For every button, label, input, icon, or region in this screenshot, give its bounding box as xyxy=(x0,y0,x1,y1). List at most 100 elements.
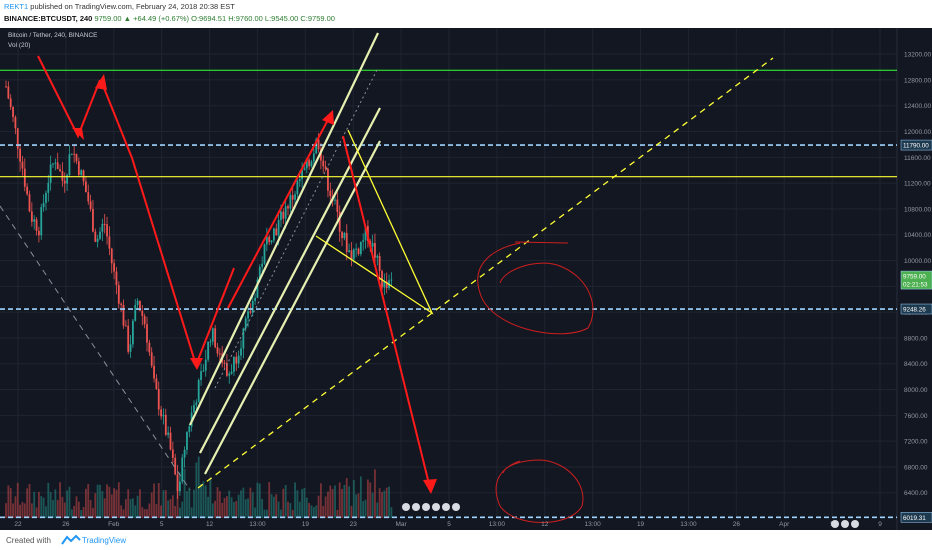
volume-bar xyxy=(167,500,170,518)
symbol-label: BINANCE:BTCUSDT, 240 xyxy=(4,14,93,23)
volume-bar xyxy=(75,496,78,518)
candle-body xyxy=(364,226,367,241)
candle-body xyxy=(200,371,202,381)
y-tick-label: 13200.00 xyxy=(904,52,931,59)
volume-bar xyxy=(150,492,153,518)
candle-body xyxy=(80,170,83,175)
volume-bar xyxy=(59,482,61,518)
event-icon[interactable] xyxy=(432,503,440,511)
tradingview-link[interactable]: TradingView xyxy=(82,536,127,545)
event-icon[interactable] xyxy=(841,520,849,528)
candle-body xyxy=(287,206,289,209)
candle-body xyxy=(301,170,303,180)
volume-bar xyxy=(214,500,217,518)
event-icon[interactable] xyxy=(442,503,450,511)
candle-body xyxy=(247,311,249,319)
event-icon[interactable] xyxy=(422,503,430,511)
candle-body xyxy=(113,263,115,272)
candle-body xyxy=(21,161,24,169)
x-tick-label: 26 xyxy=(733,521,741,528)
volume-bar xyxy=(317,495,320,518)
volume-bar xyxy=(66,490,68,518)
candle-body xyxy=(374,243,376,258)
candle-body xyxy=(5,86,7,88)
header-bar: REKT1 published on TradingView.com, Febr… xyxy=(0,0,932,28)
volume-bar xyxy=(63,502,66,518)
candle-body xyxy=(350,250,353,260)
footer-bar: Created with TradingView xyxy=(0,530,932,550)
volume-bar xyxy=(211,503,214,518)
candle-body xyxy=(265,236,268,245)
candle-body xyxy=(164,414,167,435)
candle-body xyxy=(33,219,36,222)
y-tick-label: 11600.00 xyxy=(904,155,931,162)
author-link[interactable]: REKT1 xyxy=(4,2,29,11)
event-icon[interactable] xyxy=(452,503,460,511)
tradingview-logo-icon xyxy=(61,534,81,545)
candle-body xyxy=(176,474,179,492)
candle-body xyxy=(345,232,348,252)
volume-bar xyxy=(270,494,273,518)
candle-body xyxy=(235,356,238,364)
candle-body xyxy=(40,207,43,236)
x-tick-label: Mar xyxy=(396,521,408,528)
y-tick-label: 10800.00 xyxy=(904,206,931,213)
candle-body xyxy=(141,310,144,317)
event-icon[interactable] xyxy=(402,503,410,511)
candle-body xyxy=(322,160,325,167)
event-icon[interactable] xyxy=(412,503,420,511)
volume-bar xyxy=(256,482,259,518)
price-tag-label: 9759.00 xyxy=(903,274,926,281)
candle-body xyxy=(376,255,379,258)
chart-area[interactable]: 13200.00 12800.00 12400.00 12000.00 11600.00… xyxy=(0,28,932,530)
candle-body xyxy=(82,170,85,182)
volume-bar xyxy=(367,479,369,518)
candle-body xyxy=(183,449,186,458)
volume-bar xyxy=(157,482,160,518)
volume-bar xyxy=(263,509,266,518)
volume-bar xyxy=(9,488,12,518)
candle-body xyxy=(9,98,12,108)
red-scribble-circle-lower xyxy=(495,459,584,523)
candle-body xyxy=(209,341,212,343)
candle-body xyxy=(352,249,355,260)
event-icon[interactable] xyxy=(831,520,839,528)
candle-body xyxy=(59,169,61,172)
volume-bar xyxy=(327,491,329,518)
candle-body xyxy=(89,201,92,209)
candle-body xyxy=(298,179,301,182)
volume-bar xyxy=(136,495,139,518)
candle-body xyxy=(148,342,151,353)
y-tick-label: 6400.00 xyxy=(904,490,928,497)
candle-body xyxy=(273,228,275,241)
candle-body xyxy=(54,162,57,164)
volume-bar xyxy=(221,502,224,518)
volume-bar xyxy=(275,494,278,518)
volume-bar xyxy=(28,484,31,518)
event-icon[interactable] xyxy=(851,520,859,528)
x-tick-label: 13:00 xyxy=(680,521,697,528)
candle-body xyxy=(181,457,184,482)
arrowhead-2 xyxy=(95,74,107,90)
volume-bar xyxy=(301,489,303,518)
volume-bar xyxy=(47,482,50,518)
y-tick-label: 12000.00 xyxy=(904,129,931,136)
volume-bar xyxy=(298,501,301,518)
volume-bar xyxy=(127,489,130,518)
candle-body xyxy=(63,180,66,184)
volume-bar xyxy=(94,493,97,518)
candle-body xyxy=(254,297,256,301)
candle-body xyxy=(343,232,346,239)
red-arrow-path-2 xyxy=(101,82,197,366)
volume-bar xyxy=(228,490,231,518)
candle-body xyxy=(106,224,108,237)
y-tick-label: 11200.00 xyxy=(904,181,931,188)
price-chart[interactable]: 13200.00 12800.00 12400.00 12000.00 11600.00… xyxy=(0,28,932,530)
volume-bar xyxy=(5,503,7,518)
volume-bar xyxy=(155,504,158,518)
volume-bar xyxy=(350,505,353,518)
x-tick-label: Feb xyxy=(108,521,120,528)
event-icons xyxy=(402,503,859,528)
candle-body xyxy=(233,356,235,372)
time-axis[interactable]: 22 26 Feb 5 12 13:00 19 23 Mar 5 13:00 12 13:00 19 13:… xyxy=(14,521,882,528)
